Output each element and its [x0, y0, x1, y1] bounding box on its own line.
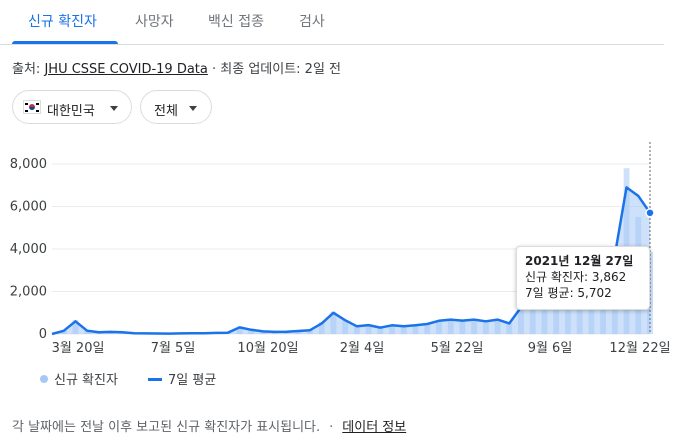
country-label: 대한민국 — [47, 104, 95, 119]
active-tab-indicator — [12, 41, 118, 44]
cases-area — [52, 187, 650, 334]
source-line: 출처: JHU CSSE COVID-19 Data · 최종 업데이트: 2일… — [12, 58, 341, 77]
legend-average: 7일 평균 — [168, 373, 217, 388]
footer-note: 각 날짜에는 전날 이후 보고된 신규 확진자가 표시됩니다. · 데이터 정보 — [12, 416, 406, 435]
x-tick-label: 12월 22일 — [609, 341, 670, 356]
tooltip-date: 2021년 12월 27일 — [525, 254, 634, 268]
x-tick-label: 10월 20일 — [237, 341, 298, 356]
chart-tooltip: 2021년 12월 27일 신규 확진자: 3,862 7일 평균: 5,702 — [516, 246, 650, 310]
average-legend-line — [148, 378, 162, 381]
tab-vaccinations[interactable]: 백신 접종 — [208, 14, 264, 30]
metric-tabs: 신규 확진자 사망자 백신 접종 검사 — [0, 0, 664, 45]
chevron-down-icon — [110, 106, 118, 111]
x-tick-label: 3월 20일 — [52, 341, 105, 356]
scope-dropdown[interactable]: 전체 — [140, 90, 212, 124]
y-tick-label: 4,000 — [10, 242, 47, 257]
hover-point — [645, 208, 655, 218]
footer-separator: · — [329, 420, 334, 435]
cases-legend-dot — [40, 375, 48, 383]
source-prefix: 출처: — [12, 62, 41, 77]
data-info-link[interactable]: 데이터 정보 — [342, 420, 407, 435]
last-updated: · 최종 업데이트: 2일 전 — [212, 62, 342, 77]
x-tick-label: 9월 6일 — [528, 341, 573, 356]
source-link[interactable]: JHU CSSE COVID-19 Data — [44, 62, 208, 77]
footer-text: 각 날짜에는 전날 이후 보고된 신규 확진자가 표시됩니다. — [12, 420, 321, 435]
y-tick-label: 6,000 — [10, 200, 47, 215]
country-dropdown[interactable]: 대한민국 — [12, 90, 132, 124]
tab-tests[interactable]: 검사 — [299, 14, 325, 30]
south-korea-flag-icon — [23, 100, 41, 114]
x-tick-label: 7월 5일 — [151, 341, 196, 356]
y-tick-label: 2,000 — [10, 285, 47, 300]
chevron-down-icon — [189, 106, 197, 111]
y-tick-label: 8,000 — [10, 157, 47, 172]
tooltip-average: 7일 평균: 5,702 — [525, 286, 612, 300]
x-tick-label: 5월 22일 — [431, 341, 484, 356]
tab-deaths[interactable]: 사망자 — [135, 14, 174, 30]
y-tick-label: 0 — [39, 327, 47, 342]
scope-label: 전체 — [154, 104, 178, 119]
x-tick-label: 2월 4일 — [340, 341, 385, 356]
legend-cases: 신규 확진자 — [54, 373, 118, 388]
tab-new-cases[interactable]: 신규 확진자 — [28, 14, 97, 30]
tooltip-cases: 신규 확진자: 3,862 — [525, 270, 627, 284]
